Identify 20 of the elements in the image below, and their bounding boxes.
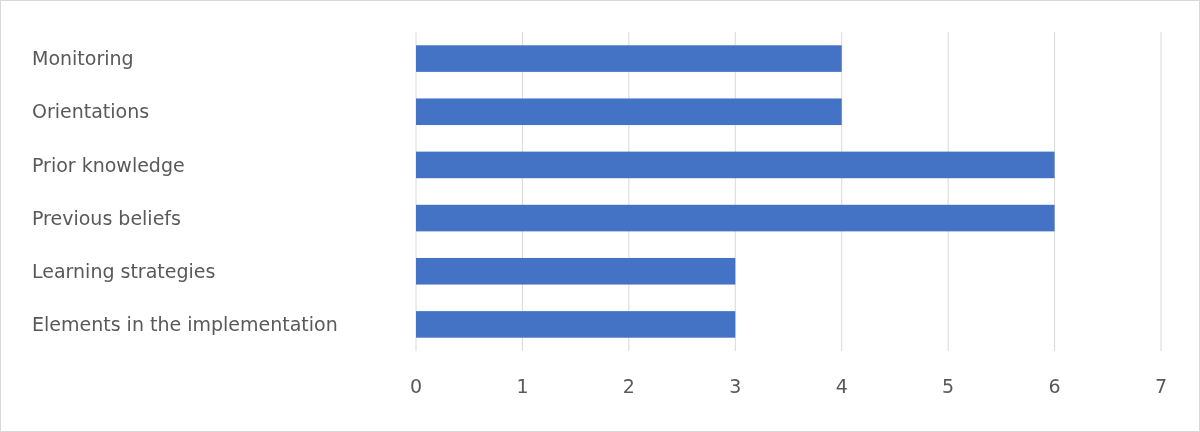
y-tick-label: Learning strategies — [32, 259, 216, 282]
y-tick-label: Elements in the implementation — [32, 313, 338, 336]
x-tick-label: 2 — [622, 374, 635, 397]
bar — [416, 204, 1055, 232]
y-tick-label: Previous beliefs — [32, 206, 181, 229]
y-tick-label: Monitoring — [32, 47, 134, 70]
bar — [416, 151, 1055, 179]
bar — [416, 311, 736, 338]
y-tick-label: Prior knowledge — [32, 153, 185, 176]
bar — [416, 45, 842, 72]
bar — [416, 257, 736, 285]
x-tick-label: 0 — [409, 374, 423, 397]
x-tick-label: 1 — [516, 374, 529, 397]
x-tick-label: 7 — [1154, 374, 1168, 397]
x-tick-label: 3 — [729, 374, 742, 397]
bar — [416, 98, 842, 126]
y-tick-label: Orientations — [32, 100, 150, 123]
x-tick-label: 4 — [835, 374, 848, 397]
x-tick-label: 6 — [1048, 374, 1061, 397]
x-tick-label: 5 — [942, 374, 955, 397]
